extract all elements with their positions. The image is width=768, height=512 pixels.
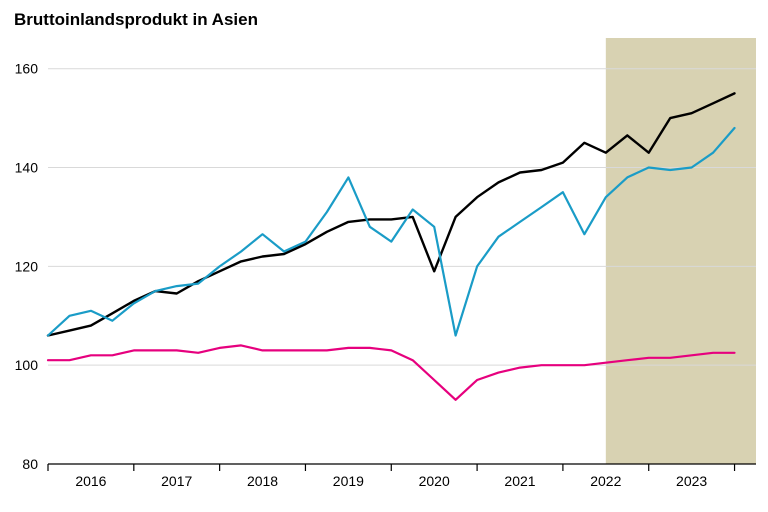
y-tick-label: 140 — [15, 160, 39, 176]
x-tick-label: 2016 — [75, 473, 106, 489]
y-tick-label: 100 — [15, 357, 39, 373]
x-tick-label: 2023 — [676, 473, 707, 489]
x-tick-label: 2021 — [504, 473, 535, 489]
chart-title: Bruttoinlandsprodukt in Asien — [14, 10, 258, 30]
chart-svg: 80 100 120 140 160 2016 2017 2018 2019 2020 2021 20… — [0, 38, 768, 498]
forecast-region — [606, 38, 756, 464]
y-tick-label: 120 — [15, 258, 39, 274]
chart-area: 80 100 120 140 160 2016 2017 2018 2019 2020 2021 20… — [0, 38, 768, 498]
x-tick-label: 2019 — [333, 473, 364, 489]
x-tick-label: 2017 — [161, 473, 192, 489]
y-tick-label: 80 — [22, 456, 38, 472]
x-tick-label: 2020 — [419, 473, 450, 489]
x-tick-label: 2022 — [590, 473, 621, 489]
x-tick-label: 2018 — [247, 473, 278, 489]
y-tick-label: 160 — [15, 61, 39, 77]
